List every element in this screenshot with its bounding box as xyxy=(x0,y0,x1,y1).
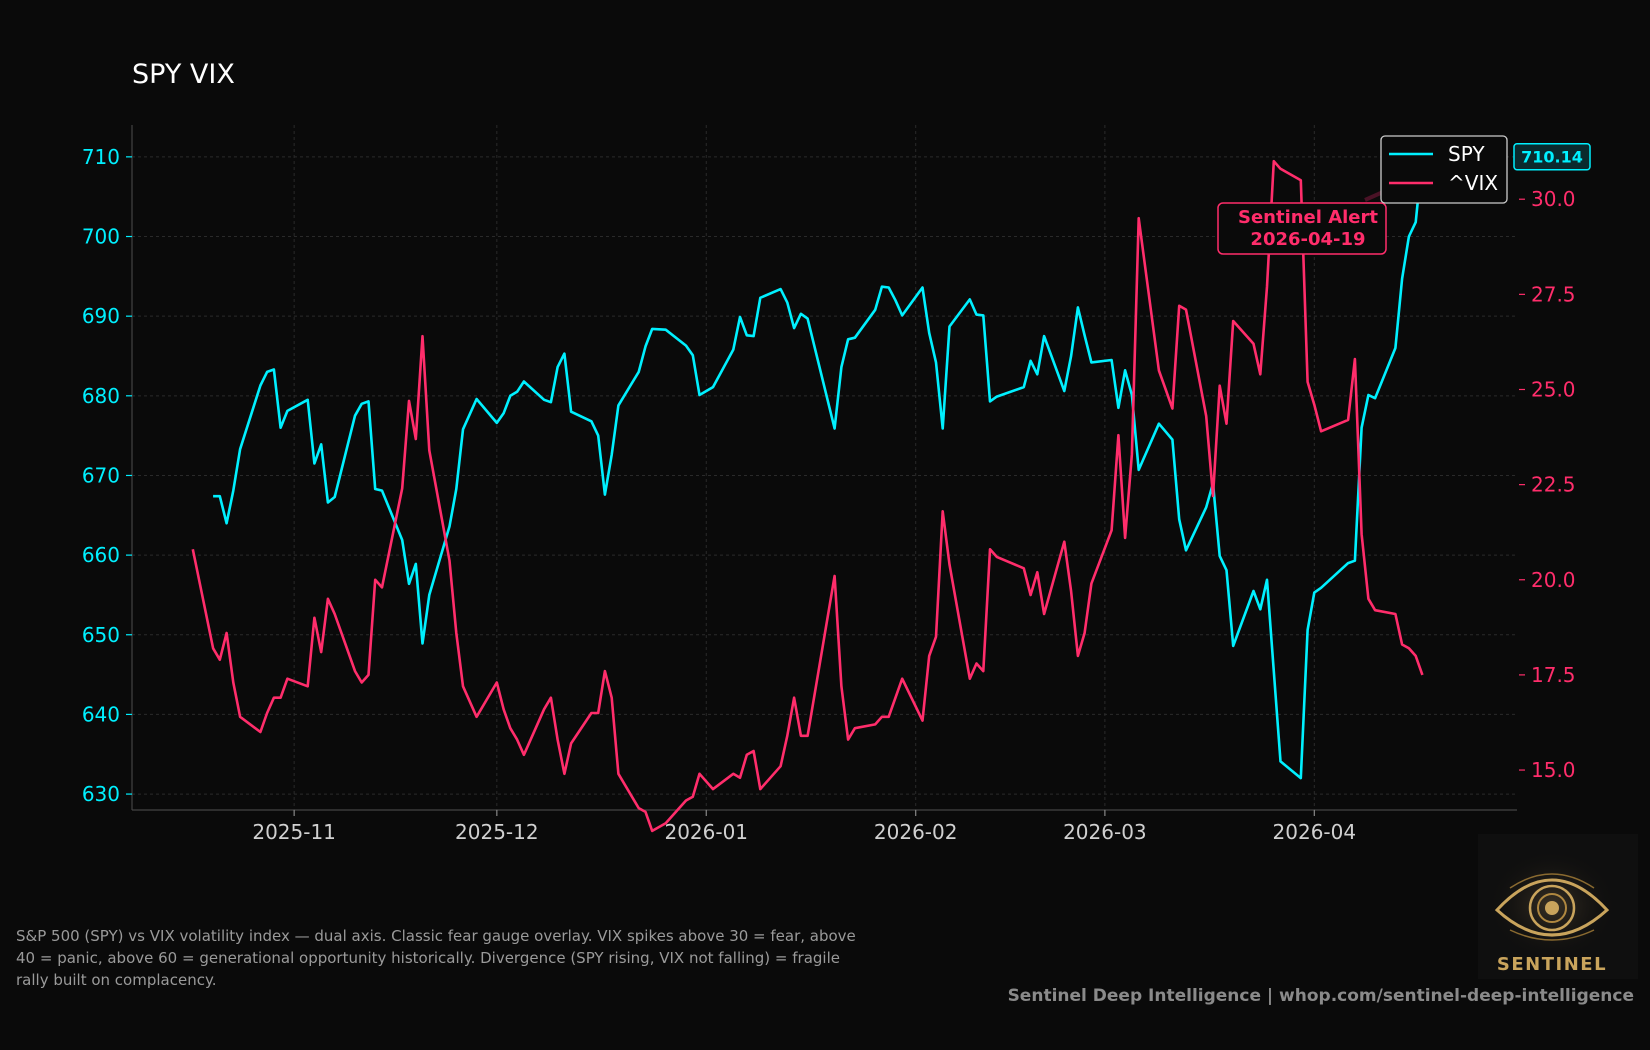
grid xyxy=(132,125,1517,810)
left-tick-label: 710 xyxy=(82,145,120,169)
last-value-badge: 710.14 xyxy=(1513,142,1591,171)
right-tick-label: 17.5 xyxy=(1531,663,1576,687)
left-tick-label: 690 xyxy=(82,304,120,328)
logo-text: SENTINEL xyxy=(1497,954,1607,975)
left-tick-label: 660 xyxy=(82,543,120,567)
last-value-label: 710.14 xyxy=(1521,148,1583,167)
sentinel-logo: SENTINEL xyxy=(1478,834,1638,979)
left-tick-label: 670 xyxy=(82,463,120,487)
eye-icon xyxy=(1494,873,1610,941)
left-tick-label: 640 xyxy=(82,702,120,726)
axes: 630 640 650 660 670 680 690 700 710 15.0 17.5 20.0 2… xyxy=(82,125,1576,844)
description-note: S&P 500 (SPY) vs VIX volatility index — … xyxy=(16,927,856,989)
right-tick-label: 25.0 xyxy=(1531,377,1576,401)
right-tick-label: 15.0 xyxy=(1531,758,1576,782)
left-tick-label: 650 xyxy=(82,623,120,647)
x-tick-label: 2026-02 xyxy=(874,820,958,844)
left-tick-label: 630 xyxy=(82,782,120,806)
left-tick-label: 700 xyxy=(82,225,120,249)
footer-credit: Sentinel Deep Intelligence | whop.com/se… xyxy=(1007,986,1634,1006)
spy-series-line xyxy=(213,155,1424,780)
right-tick-label: 20.0 xyxy=(1531,568,1576,592)
right-tick-label: 27.5 xyxy=(1531,282,1576,306)
legend[interactable]: SPY ^VIX xyxy=(1380,135,1508,204)
legend-label: ^VIX xyxy=(1448,171,1498,195)
x-tick-label: 2025-12 xyxy=(455,820,539,844)
x-tick-label: 2026-01 xyxy=(664,820,748,844)
x-tick-label: 2026-03 xyxy=(1063,820,1147,844)
alert-box xyxy=(1217,202,1387,255)
series-layer xyxy=(191,155,1424,833)
right-tick-label: 22.5 xyxy=(1531,473,1576,497)
vix-series-line xyxy=(191,159,1424,833)
alert-text-line: 2026-04-19 xyxy=(1250,229,1365,250)
chart-title: SPY VIX xyxy=(132,59,235,90)
legend-label: SPY xyxy=(1448,142,1485,166)
x-tick-label: 2026-04 xyxy=(1273,820,1357,844)
x-tick-label: 2025-11 xyxy=(252,820,336,844)
right-tick-label: 30.0 xyxy=(1531,187,1576,211)
alert-text-line: Sentinel Alert xyxy=(1238,207,1378,228)
last-value-box xyxy=(1513,142,1591,171)
left-tick-label: 680 xyxy=(82,384,120,408)
